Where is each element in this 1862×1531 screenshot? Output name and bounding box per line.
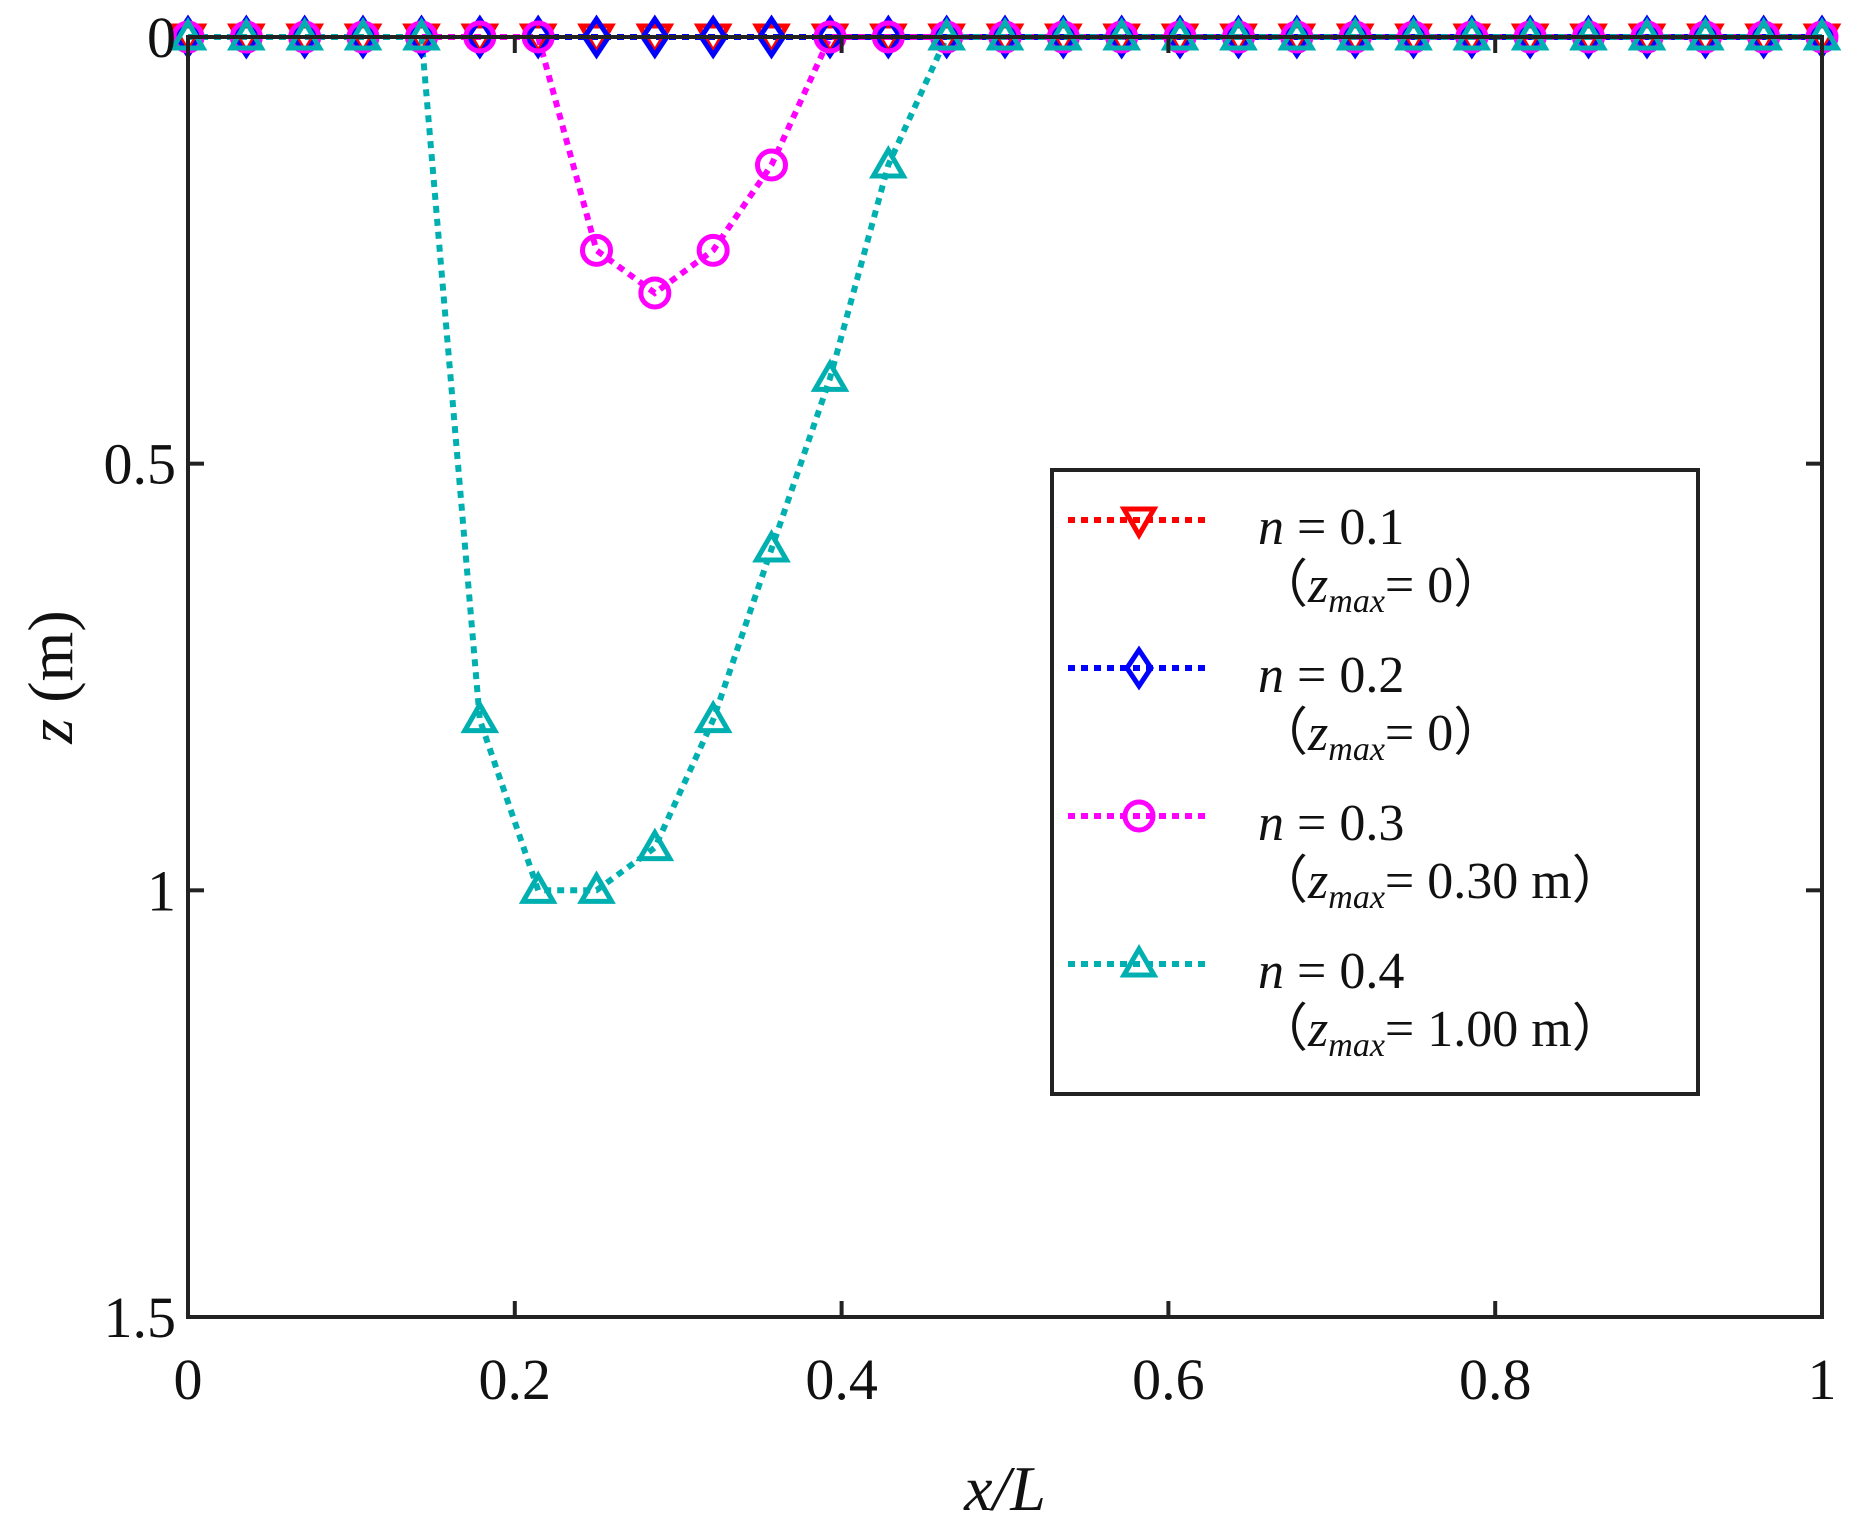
legend-zmax-var: z — [1307, 1001, 1328, 1058]
legend-label: n = 0.2 — [1258, 647, 1404, 704]
tick-labels: 0 0.2 0.4 0.6 0.8 1 0 0.5 1 1.5 — [104, 5, 1837, 1412]
legend-zmax-value: = 0 — [1385, 557, 1453, 614]
series-2-point — [581, 14, 612, 60]
series-2-point — [523, 14, 554, 60]
series-2-point — [873, 14, 904, 60]
series-4-point — [752, 528, 791, 563]
y-axis-title: z (m) — [15, 610, 86, 744]
legend-zmax-close: ） — [1453, 557, 1505, 614]
series-4-point — [460, 699, 500, 734]
y-axis-title-var: z — [15, 719, 86, 745]
legend-zmax-sub: max — [1328, 879, 1385, 916]
series-4-point — [869, 144, 908, 179]
series-2-point — [464, 14, 495, 60]
x-tick-label: 0.4 — [805, 1347, 878, 1412]
series-2-point — [639, 14, 670, 60]
legend-label-var: n — [1258, 647, 1284, 704]
legend-zmax-value: = 0.30 m — [1385, 853, 1572, 910]
y-tick-label: 0 — [147, 5, 176, 70]
legend-zmax-open: （ — [1256, 853, 1308, 910]
legend-box — [1050, 468, 1700, 1096]
legend-label-value: = 0.3 — [1284, 795, 1404, 852]
legend-zmax-open: （ — [1256, 557, 1308, 614]
series-2-point — [756, 14, 787, 60]
x-tick-label: 0.8 — [1459, 1347, 1532, 1412]
legend-zmax-open: （ — [1256, 1001, 1308, 1058]
legend-zmax-sub: max — [1328, 583, 1385, 620]
series-3-point — [638, 276, 672, 310]
plot-frame — [186, 35, 1824, 1319]
legend-zmax: （zmax= 0） — [1256, 705, 1505, 768]
legend-marker — [1122, 799, 1156, 833]
legend-zmax-var: z — [1307, 557, 1328, 614]
x-tick-label: 0.6 — [1132, 1347, 1205, 1412]
legend-zmax-sub: max — [1328, 731, 1385, 768]
legend-zmax-close: ） — [1572, 1001, 1624, 1058]
series-4-point — [518, 870, 558, 904]
legend-label-var: n — [1258, 795, 1284, 852]
y-tick-label: 1.5 — [104, 1285, 177, 1350]
legend-zmax: （zmax= 0.30 m） — [1256, 853, 1624, 916]
legend: n = 0.1（zmax= 0）n = 0.2（zmax= 0）n = 0.3（… — [1050, 468, 1700, 1096]
legend-zmax: （zmax= 1.00 m） — [1256, 1001, 1624, 1064]
legend-zmax-value: = 1.00 m — [1385, 1001, 1572, 1058]
legend-zmax: （zmax= 0） — [1256, 557, 1505, 620]
legend-label: n = 0.1 — [1258, 499, 1404, 556]
legend-label-value: = 0.2 — [1284, 647, 1404, 704]
legend-label-var: n — [1258, 943, 1284, 1000]
series-3-point — [580, 233, 613, 267]
legend-zmax-var: z — [1307, 705, 1328, 762]
legend-zmax-value: = 0 — [1385, 705, 1453, 762]
legend-zmax-close: ） — [1453, 705, 1505, 762]
series-4-point — [693, 699, 733, 734]
x-tick-label: 1 — [1808, 1347, 1837, 1412]
legend-zmax-sub: max — [1328, 1027, 1385, 1064]
legend-label-var: n — [1258, 499, 1284, 556]
series-2-point — [698, 14, 729, 60]
series-3-point — [696, 233, 730, 267]
x-tick-label: 0.2 — [479, 1347, 552, 1412]
x-tick-label: 0 — [174, 1347, 203, 1412]
series-4-point — [810, 358, 850, 392]
series-3-point — [755, 148, 789, 182]
legend-label-value: = 0.4 — [1284, 943, 1404, 1000]
legend-zmax-var: z — [1307, 853, 1328, 910]
legend-label: n = 0.4 — [1258, 943, 1404, 1000]
y-tick-label: 1 — [147, 858, 176, 923]
series-4-point — [577, 870, 616, 904]
series-4-point — [635, 827, 675, 862]
x-axis-title: x/L — [963, 1453, 1046, 1524]
legend-marker — [1123, 645, 1155, 691]
legend-zmax-open: （ — [1256, 705, 1308, 762]
legend-zmax-close: ） — [1572, 853, 1624, 910]
series-line-3 — [188, 34, 1822, 297]
legend-label: n = 0.3 — [1258, 795, 1404, 852]
y-tick-label: 0.5 — [104, 432, 177, 497]
axis-ticks — [186, 35, 1824, 1319]
y-axis-title-unit: (m) — [15, 610, 86, 718]
legend-marker — [1119, 506, 1159, 541]
series-2-point — [814, 14, 846, 60]
legend-marker — [1119, 943, 1159, 978]
legend-label-value: = 0.1 — [1284, 499, 1404, 556]
